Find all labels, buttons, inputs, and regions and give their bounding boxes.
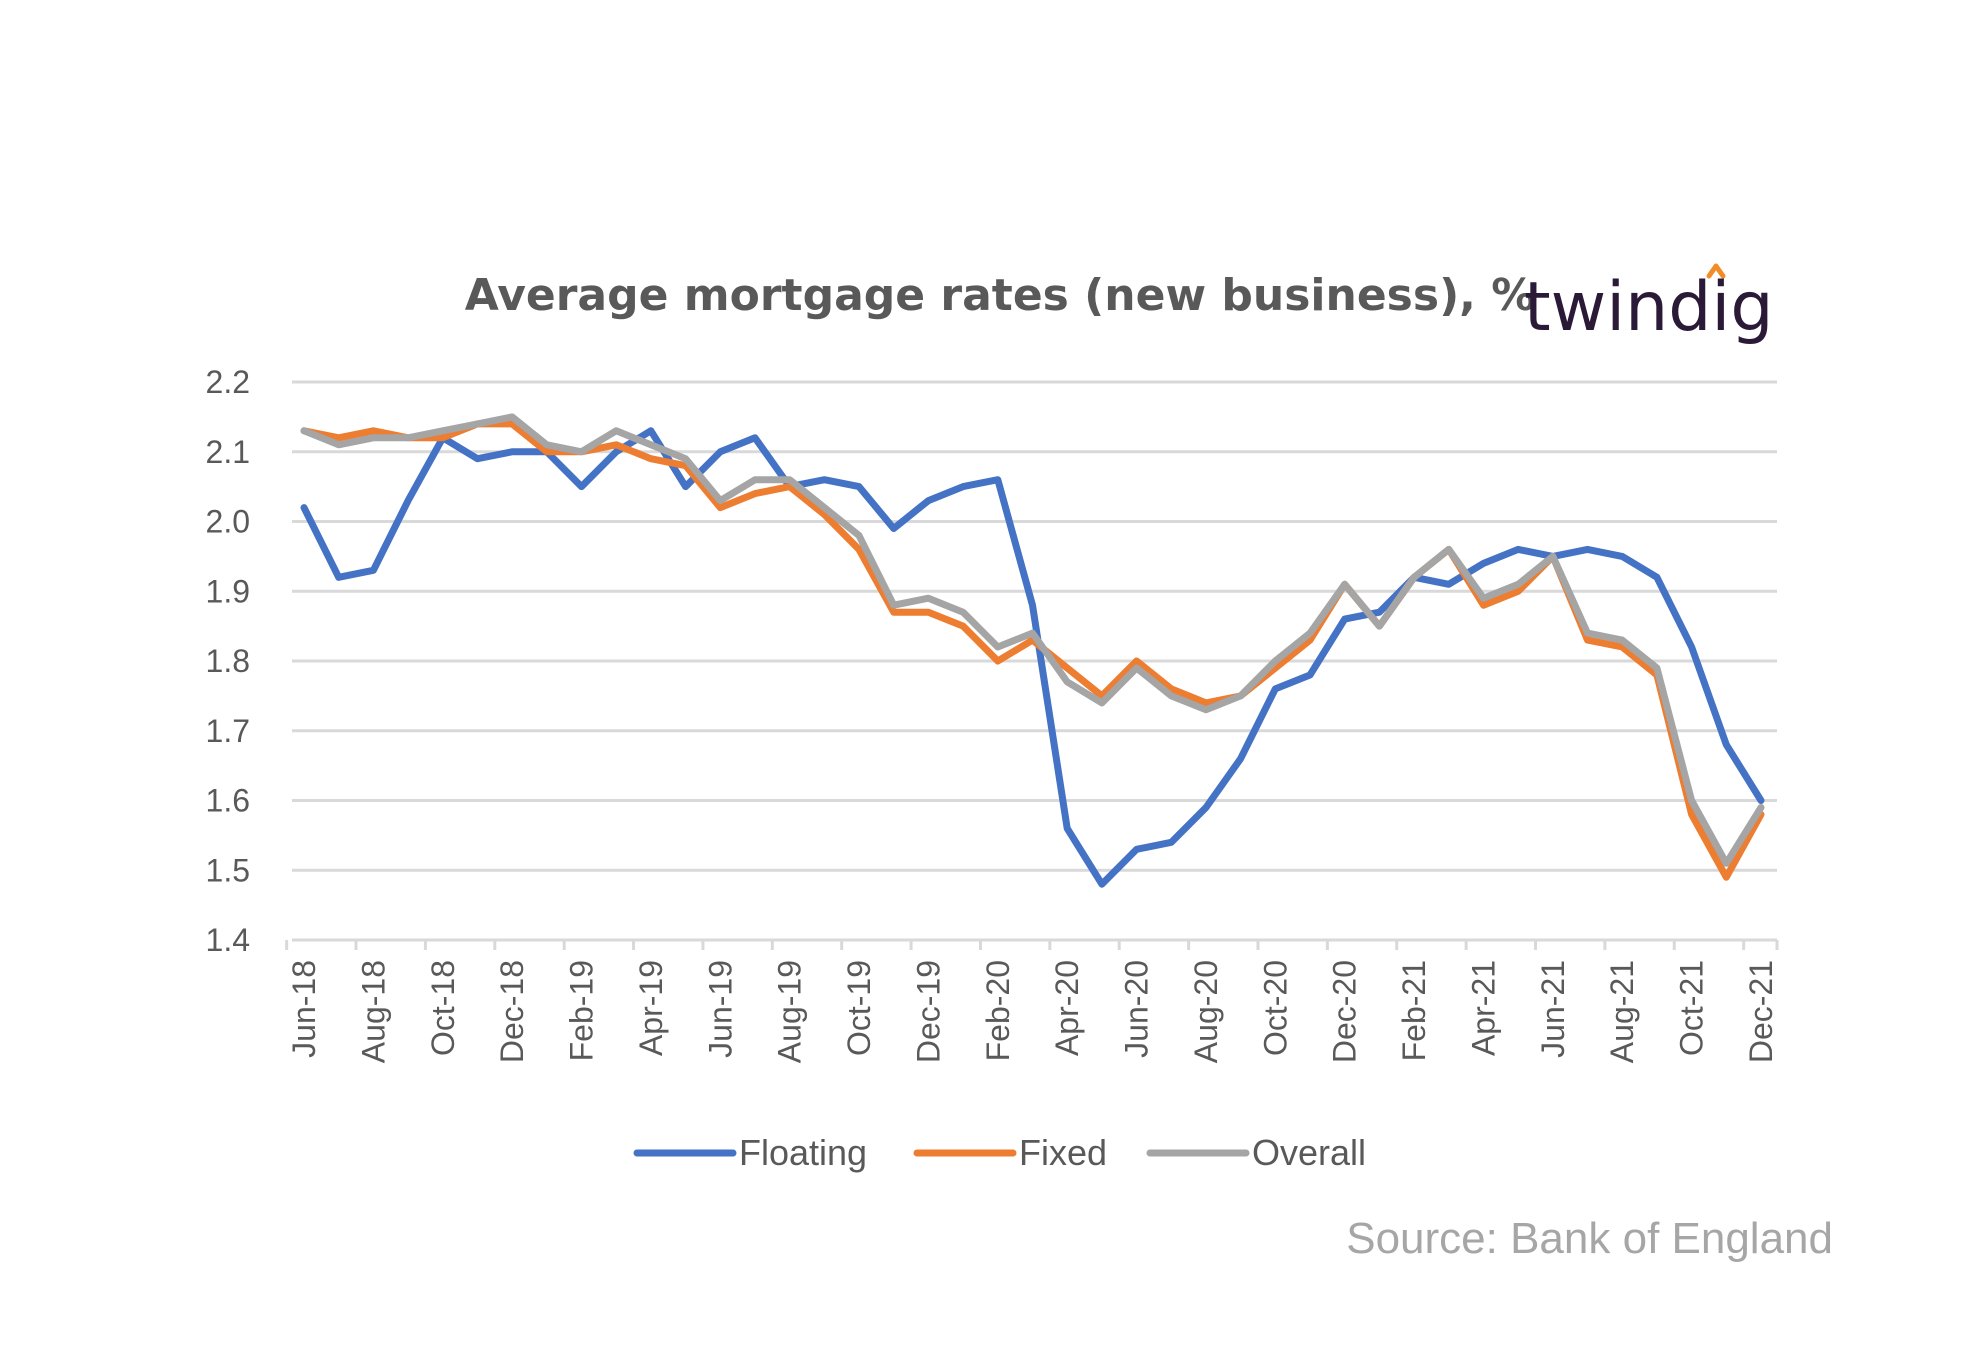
- brand-logo: twindig: [1524, 263, 1774, 347]
- y-tick-label: 1.7: [206, 713, 250, 749]
- series-line-floating: [300, 427, 1765, 888]
- x-tick-label: Dec-18: [494, 960, 530, 1063]
- brand-wordmark: twindig: [1524, 268, 1774, 347]
- y-tick-label: 2.0: [206, 504, 250, 540]
- source-note: Source: Bank of England: [1346, 1214, 1833, 1263]
- x-tick-label: Aug-21: [1604, 960, 1640, 1063]
- x-tick-label: Oct-19: [841, 960, 877, 1056]
- y-tick-label: 1.4: [206, 922, 250, 958]
- x-tick-label: Jun-18: [286, 960, 322, 1058]
- legend-label-overall: Overall: [1252, 1132, 1366, 1173]
- series-line-fixed: [300, 420, 1765, 881]
- legend: Floating Fixed Overall: [633, 1132, 1366, 1173]
- y-tick-label: 1.5: [206, 852, 250, 888]
- legend-label-floating: Floating: [739, 1132, 867, 1173]
- y-tick-label: 1.9: [206, 573, 250, 609]
- x-tick-label: Oct-21: [1674, 960, 1710, 1056]
- y-tick-label: 2.1: [206, 434, 250, 470]
- x-tick-label: Apr-21: [1465, 960, 1501, 1056]
- x-tick-label: Apr-20: [1049, 960, 1085, 1056]
- x-tick-label: Jun-19: [702, 960, 738, 1058]
- x-tick-label: Dec-20: [1327, 960, 1363, 1063]
- x-tick-label: Apr-19: [633, 960, 669, 1056]
- x-tick-label: Oct-18: [425, 960, 461, 1056]
- x-tick-label: Aug-19: [772, 960, 808, 1063]
- y-tick-label: 1.6: [206, 783, 250, 819]
- x-tick-label: Feb-20: [980, 960, 1016, 1061]
- x-tick-label: Jun-20: [1119, 960, 1155, 1058]
- x-tick-label: Feb-21: [1396, 960, 1432, 1061]
- series-line-overall: [300, 413, 1765, 867]
- x-tick-label: Dec-19: [910, 960, 946, 1063]
- y-tick-label: 1.8: [206, 643, 250, 679]
- x-tick-label: Jun-21: [1535, 960, 1571, 1058]
- x-tick-label: Feb-19: [564, 960, 600, 1061]
- gridlines: [292, 380, 1777, 942]
- brand-roof-icon: [1706, 263, 1726, 279]
- y-tick-label: 2.2: [206, 364, 250, 400]
- x-tick-label: Aug-18: [355, 960, 391, 1063]
- x-tick-label: Oct-20: [1257, 960, 1293, 1056]
- x-axis: Jun-18 Aug-18 Oct-18 Dec-18 Feb-19 Apr-19 Jun-…: [285, 940, 1779, 1063]
- x-tick-label: Aug-20: [1188, 960, 1224, 1063]
- y-axis: 2.2 2.1 2.0 1.9 1.8 1.7 1.6 1.5 1.4: [206, 364, 250, 958]
- x-tick-label: Dec-21: [1743, 960, 1779, 1063]
- chart-title: Average mortgage rates (new business), %: [465, 270, 1536, 321]
- legend-label-fixed: Fixed: [1019, 1132, 1107, 1173]
- series-lines: [300, 413, 1765, 888]
